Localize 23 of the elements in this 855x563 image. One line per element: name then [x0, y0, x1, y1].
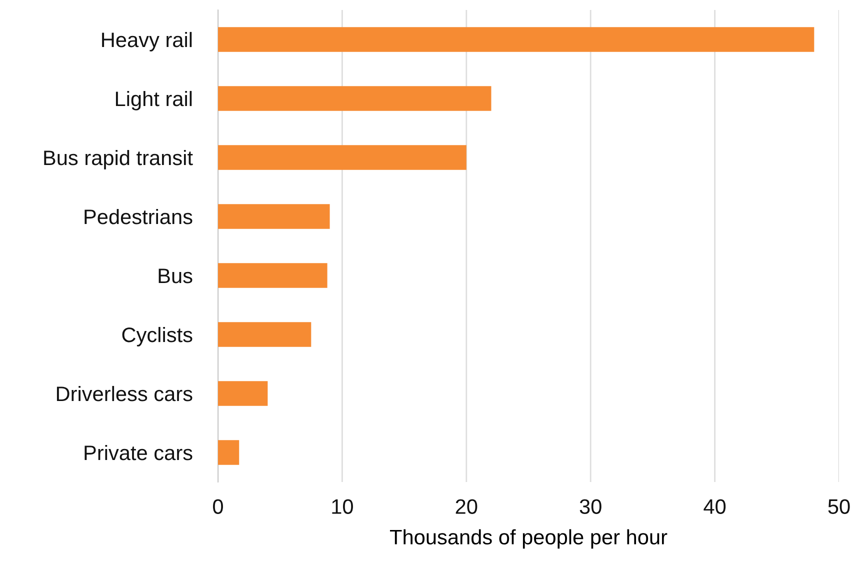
x-tick-label: 20	[456, 499, 478, 514]
y-tick-label: Pedestrians	[84, 208, 192, 224]
bar	[218, 27, 814, 52]
y-tick-label: Private cars	[84, 444, 192, 460]
bar	[218, 204, 330, 229]
y-tick-label: Heavy rail	[102, 32, 192, 52]
y-tick-label: Bus	[158, 268, 192, 284]
bar	[218, 381, 268, 406]
x-axis-title: Thousands of people per hour	[390, 529, 668, 549]
bar	[218, 322, 312, 347]
y-tick-label: Cyclists	[122, 326, 192, 346]
x-tick-label: 30	[580, 499, 602, 514]
x-tick-label: 50	[828, 499, 850, 514]
x-tick-label: 10	[332, 499, 353, 514]
bar	[218, 440, 240, 465]
x-tick-label: 40	[704, 499, 726, 514]
y-tick-label: Light rail	[116, 90, 192, 110]
y-tick-label: Driverless cars	[56, 386, 192, 402]
y-tick-label: Bus rapid transit	[44, 150, 193, 170]
bar	[218, 86, 492, 111]
x-tick-label: 0	[213, 499, 223, 514]
bar	[218, 145, 466, 170]
bar	[218, 263, 328, 288]
